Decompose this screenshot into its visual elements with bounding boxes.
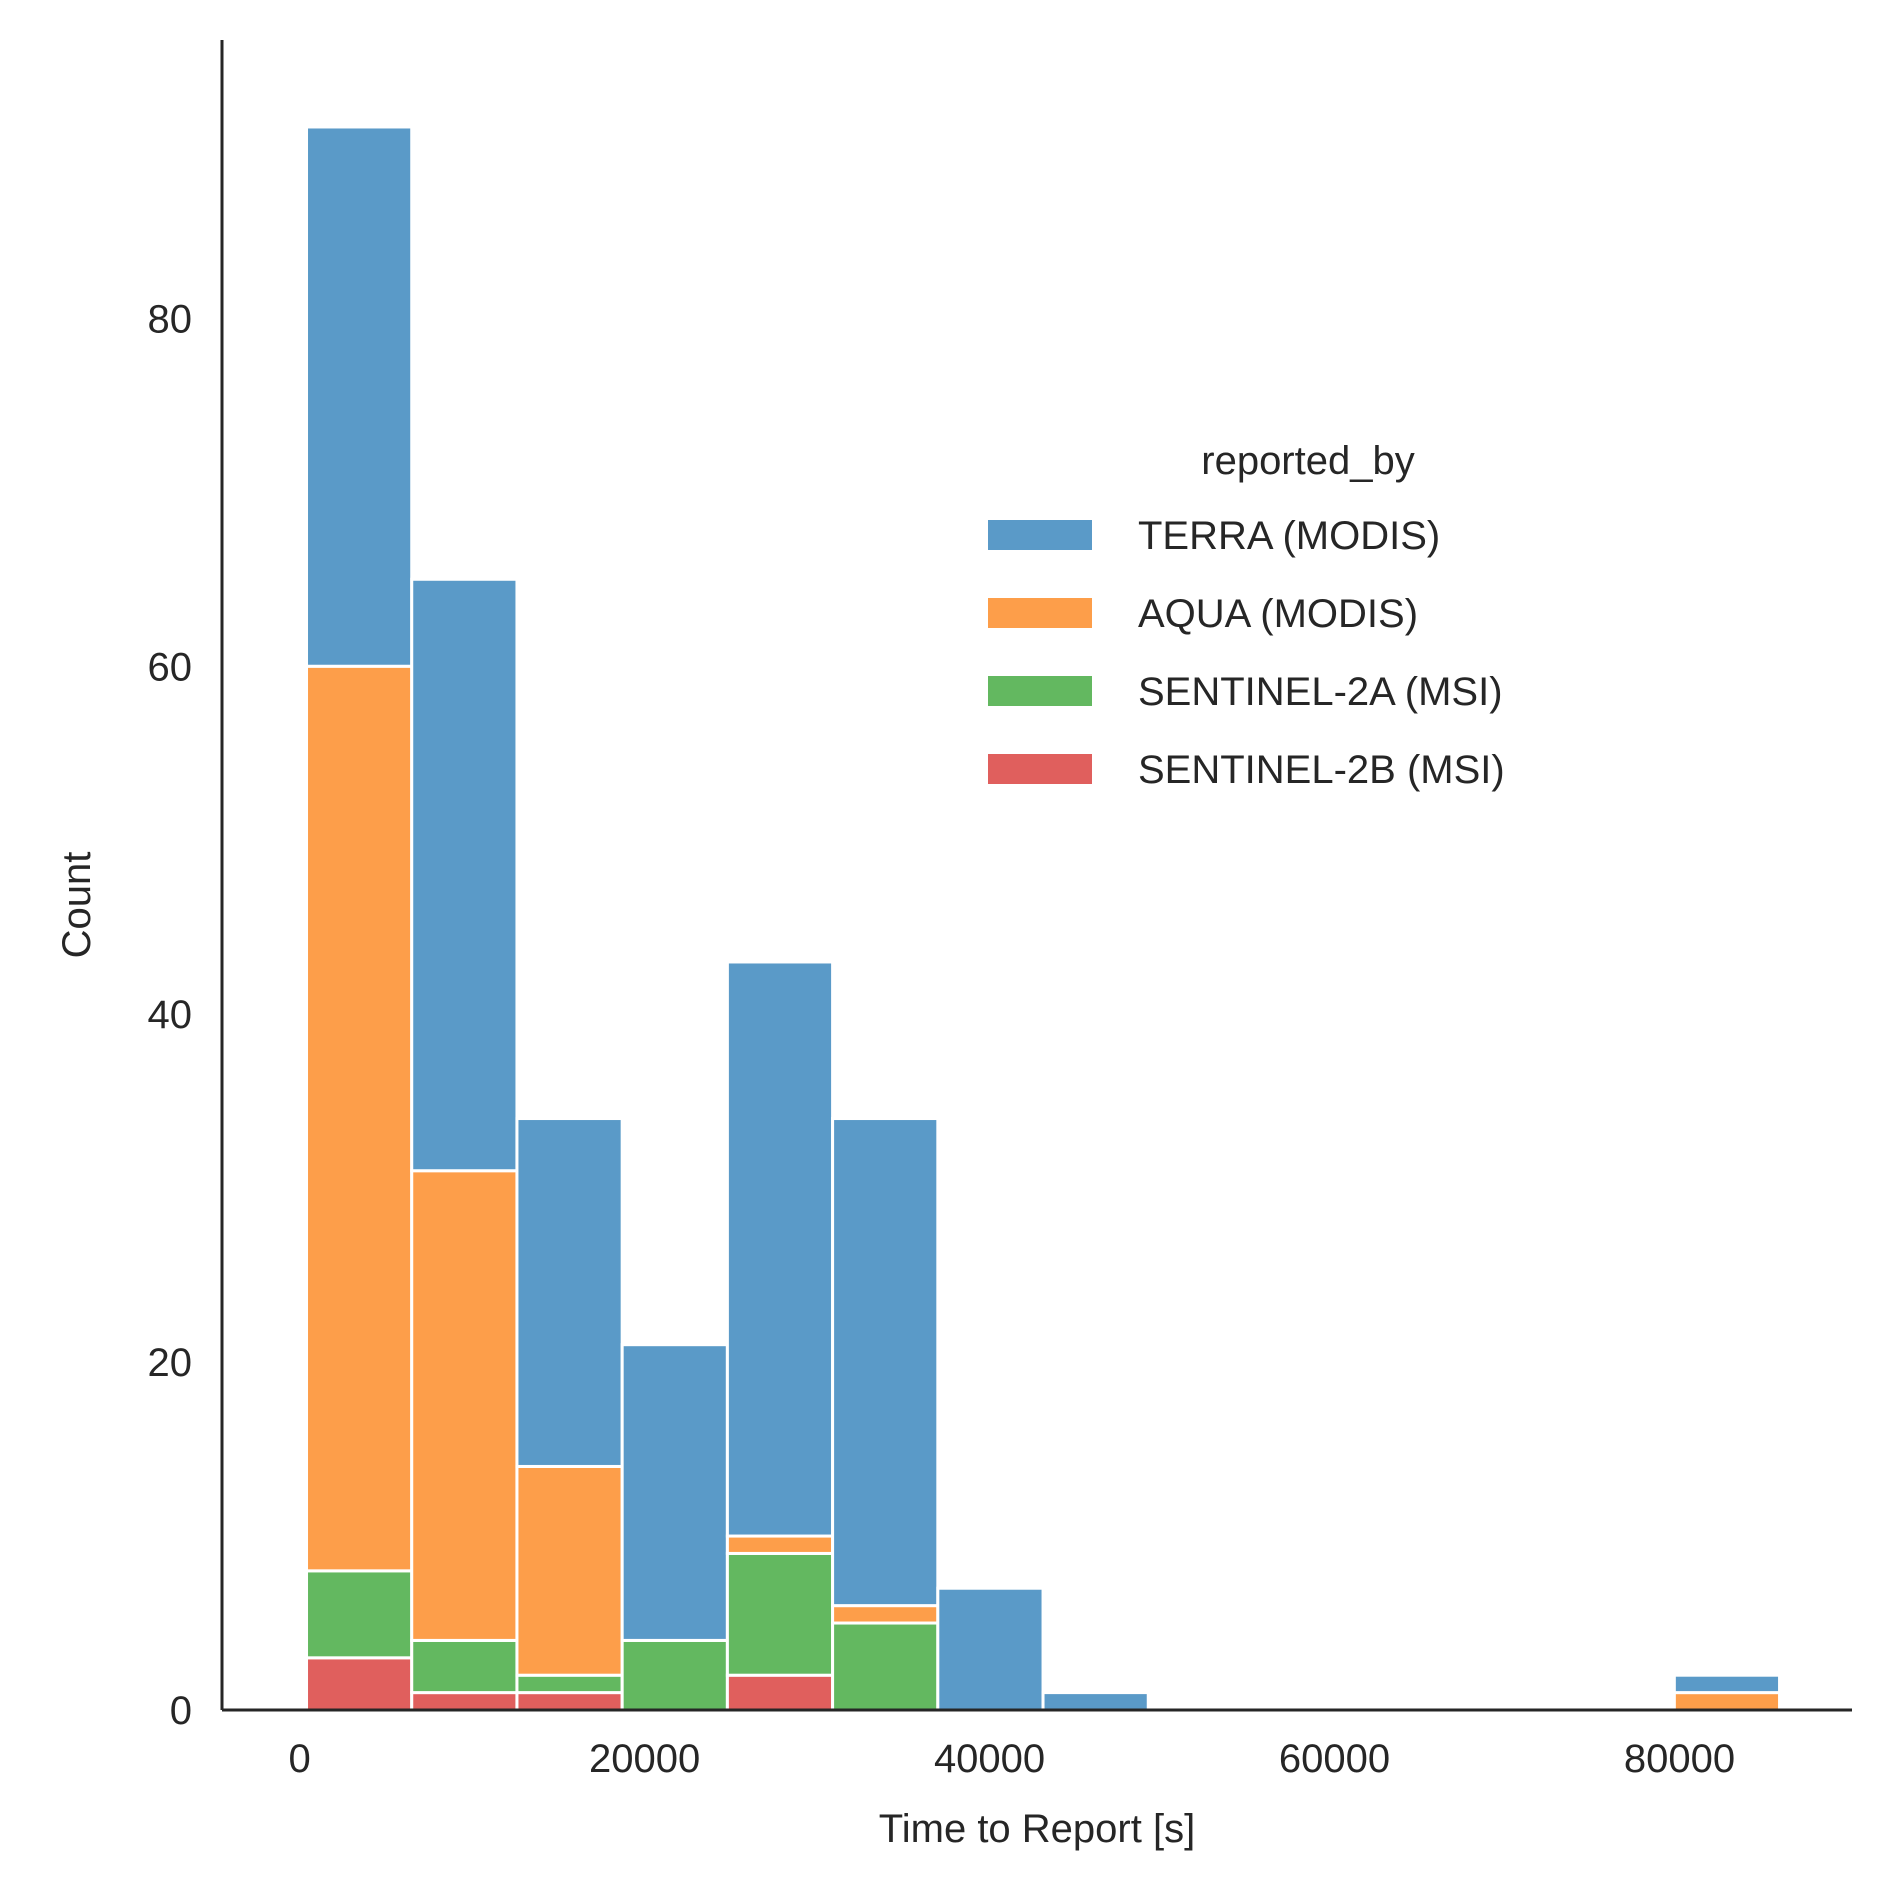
x-tick-label: 20000: [589, 1737, 700, 1781]
bar-aqua-modis-bin-2: [515, 1464, 624, 1677]
bar-terra-modis-bin-6: [936, 1586, 1045, 1712]
y-tick-label: 80: [148, 297, 193, 341]
bar-terra-modis-bin-7: [1041, 1691, 1150, 1712]
bar-sentinel-2a-msi-bin-2: [515, 1673, 624, 1695]
bar-terra-modis-bin-0: [305, 125, 414, 668]
bar-sentinel-2a-msi-bin-5: [831, 1621, 940, 1712]
bar-terra-modis-bin-13: [1672, 1673, 1782, 1695]
bar-sentinel-2a-msi-bin-4: [725, 1551, 835, 1677]
y-tick-label: 0: [170, 1689, 192, 1733]
bar-sentinel-2b-msi-bin-1: [410, 1691, 519, 1712]
bar-terra-modis-bin-2: [515, 1117, 624, 1468]
bar-sentinel-2b-msi-bin-0: [305, 1656, 414, 1712]
x-tick-label: 0: [288, 1737, 310, 1781]
y-tick-label: 40: [148, 993, 193, 1037]
x-tick-label: 80000: [1624, 1737, 1735, 1781]
y-tick-label: 60: [148, 645, 193, 689]
legend-title: reported_by: [1201, 439, 1414, 483]
bar-terra-modis-bin-3: [620, 1343, 729, 1642]
legend-items: TERRA (MODIS) AQUA (MODIS) SENTINEL-2A (MS…: [988, 514, 1505, 792]
legend-label-terra-modis: TERRA (MODIS): [1138, 514, 1440, 558]
x-axis-label: Time to Report [s]: [879, 1807, 1195, 1851]
legend-swatch-terra-modis: [988, 520, 1092, 550]
axes-layer: [220, 40, 1852, 1712]
bar-aqua-modis-bin-5: [831, 1604, 940, 1625]
legend-label-sentinel-2a-msi: SENTINEL-2A (MSI): [1138, 670, 1503, 714]
legend-label-sentinel-2b-msi: SENTINEL-2B (MSI): [1138, 748, 1505, 792]
legend-swatch-aqua-modis: [988, 598, 1092, 628]
bar-sentinel-2a-msi-bin-3: [620, 1638, 729, 1712]
legend-label-aqua-modis: AQUA (MODIS): [1138, 592, 1418, 636]
x-tick-label: 60000: [1279, 1737, 1390, 1781]
x-tick-label: 40000: [934, 1737, 1045, 1781]
legend-swatch-sentinel-2a-msi: [988, 676, 1092, 706]
y-axis-label: Count: [55, 852, 99, 959]
bar-aqua-modis-bin-4: [725, 1534, 835, 1555]
ticks-layer: 0 20000 40000 60000 80000 0 20 40 60 80: [148, 297, 1736, 1781]
legend-swatch-sentinel-2b-msi: [988, 754, 1092, 784]
bar-sentinel-2a-msi-bin-0: [305, 1569, 414, 1660]
bar-aqua-modis-bin-13: [1672, 1691, 1782, 1712]
bar-terra-modis-bin-1: [410, 577, 519, 1173]
bar-sentinel-2b-msi-bin-4: [725, 1673, 835, 1712]
bars-layer: [305, 125, 1782, 1712]
bar-sentinel-2a-msi-bin-1: [410, 1638, 519, 1695]
y-tick-label: 20: [148, 1341, 193, 1385]
bar-sentinel-2b-msi-bin-2: [515, 1691, 624, 1712]
bar-aqua-modis-bin-0: [305, 664, 414, 1573]
bar-aqua-modis-bin-1: [410, 1169, 519, 1642]
bar-terra-modis-bin-5: [831, 1117, 940, 1608]
bar-terra-modis-bin-4: [725, 960, 835, 1538]
legend: reported_by TERRA (MODIS) AQUA (MODIS) SEN…: [988, 439, 1505, 792]
